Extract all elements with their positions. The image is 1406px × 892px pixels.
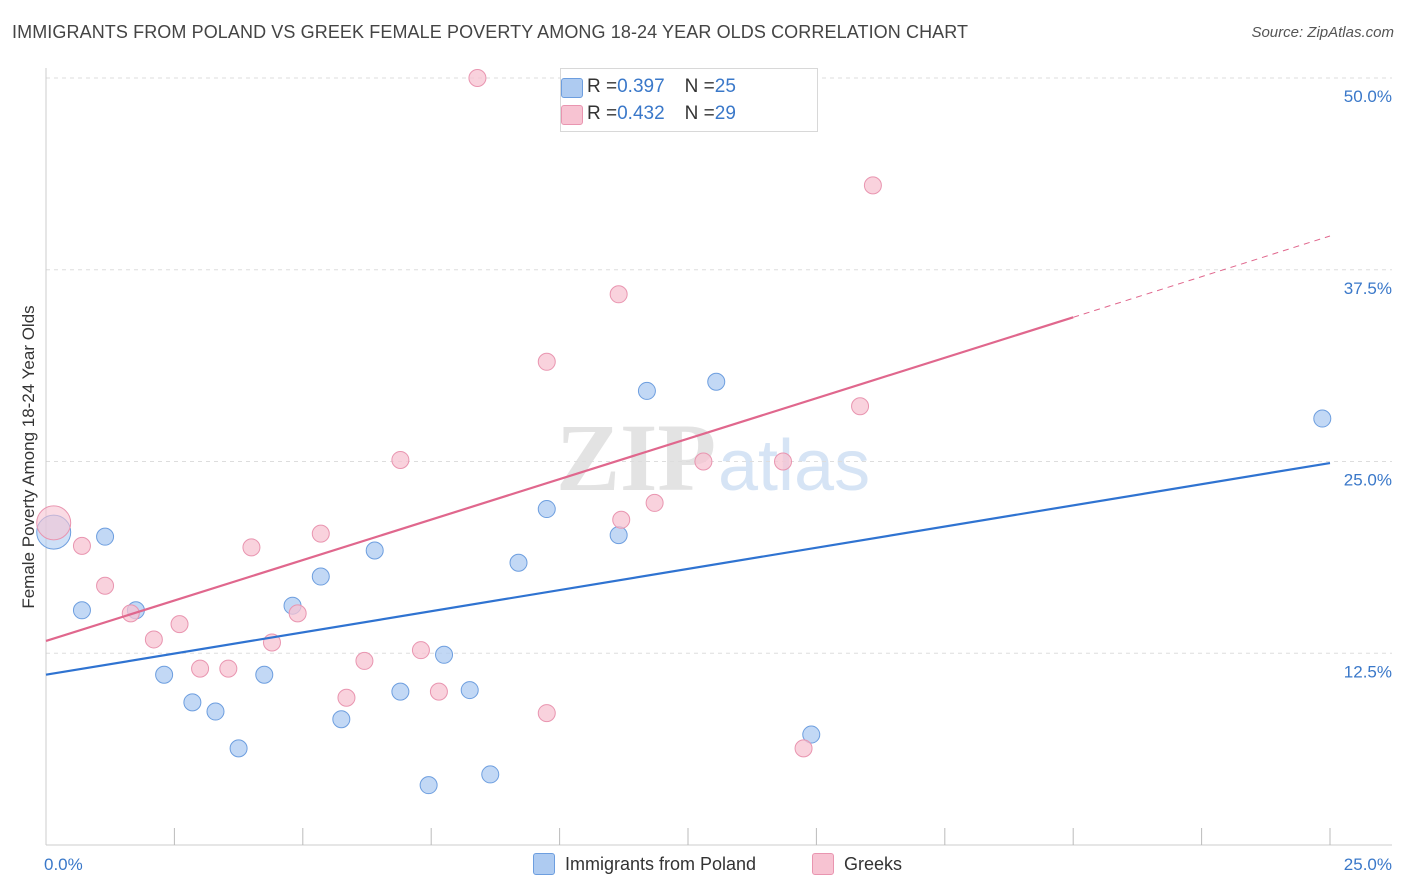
bottom-legend-poland: Immigrants from Poland bbox=[533, 852, 756, 876]
x-tick-label-max: 25.0% bbox=[1344, 855, 1392, 874]
bottom-legend-label-poland: Immigrants from Poland bbox=[565, 853, 757, 874]
watermark-atlas: atlas bbox=[718, 426, 870, 506]
legend-n-label: N = bbox=[684, 76, 715, 97]
point-poland bbox=[229, 739, 248, 758]
legend-r-label: R = bbox=[587, 103, 618, 124]
point-poland bbox=[609, 526, 628, 545]
legend-n-value: 25 bbox=[714, 76, 736, 97]
trendline-poland bbox=[45, 461, 1331, 676]
x-tick-label-min: 0.0% bbox=[44, 855, 83, 874]
legend-row-greeks: R = 0.432 N = 29 bbox=[561, 102, 736, 126]
point-greeks bbox=[851, 397, 870, 416]
bottom-legend-label-greeks: Greeks bbox=[844, 853, 903, 874]
correlation-legend: R = 0.397 N = 25 R = 0.432 N = 29 bbox=[560, 68, 818, 132]
y-axis-title: Female Poverty Among 18-24 Year Olds bbox=[19, 305, 38, 608]
point-greeks bbox=[288, 604, 307, 623]
watermark-zip: ZIP bbox=[556, 404, 716, 511]
point-greeks bbox=[609, 285, 628, 304]
legend-r-value: 0.432 bbox=[617, 103, 665, 124]
point-greeks bbox=[72, 536, 91, 555]
point-greeks bbox=[337, 688, 356, 707]
point-greeks bbox=[429, 682, 448, 701]
point-poland bbox=[481, 765, 500, 784]
point-poland bbox=[155, 665, 174, 684]
point-poland bbox=[802, 725, 821, 744]
point-poland bbox=[311, 567, 330, 586]
point-greeks bbox=[774, 452, 793, 471]
legend-n-label: N = bbox=[684, 103, 715, 124]
legend-swatch-greeks bbox=[561, 105, 583, 125]
point-greeks bbox=[355, 651, 374, 670]
point-poland bbox=[1313, 409, 1332, 428]
source-credit: Source: ZipAtlas.com bbox=[1251, 24, 1394, 41]
point-greeks bbox=[170, 615, 189, 634]
point-poland bbox=[255, 665, 274, 684]
y-tick-label: 37.5% bbox=[1344, 279, 1392, 298]
point-greeks bbox=[242, 538, 261, 557]
legend-r-label: R = bbox=[587, 76, 618, 97]
chart-title: IMMIGRANTS FROM POLAND VS GREEK FEMALE P… bbox=[12, 22, 969, 42]
point-greeks bbox=[191, 659, 210, 678]
point-poland bbox=[509, 553, 528, 572]
point-greeks bbox=[311, 524, 330, 543]
point-greeks bbox=[219, 659, 238, 678]
point-greeks bbox=[694, 452, 713, 471]
bottom-legend-greeks: Greeks bbox=[812, 852, 902, 876]
point-poland bbox=[460, 681, 479, 700]
point-poland bbox=[419, 776, 438, 795]
point-greeks bbox=[411, 641, 430, 660]
point-poland bbox=[365, 541, 384, 560]
point-poland bbox=[72, 601, 91, 620]
point-poland bbox=[537, 500, 556, 519]
point-greeks bbox=[645, 493, 664, 512]
y-tick-label: 12.5% bbox=[1344, 662, 1392, 681]
point-greeks bbox=[863, 176, 882, 195]
trendline-greeks bbox=[45, 316, 1074, 643]
point-greeks bbox=[36, 505, 72, 541]
point-poland bbox=[332, 710, 351, 729]
point-greeks bbox=[612, 510, 631, 529]
y-tick-label: 50.0% bbox=[1344, 87, 1392, 106]
legend-r-value: 0.397 bbox=[617, 76, 665, 97]
point-poland bbox=[707, 372, 726, 391]
bottom-legend-swatch-greeks bbox=[812, 853, 834, 875]
legend-swatch-poland bbox=[561, 78, 583, 98]
legend-n-value: 29 bbox=[714, 103, 736, 124]
point-poland bbox=[391, 682, 410, 701]
point-greeks bbox=[537, 352, 556, 371]
point-poland bbox=[206, 702, 225, 721]
point-greeks bbox=[468, 69, 487, 87]
point-poland bbox=[435, 645, 454, 664]
point-greeks bbox=[391, 450, 410, 469]
point-poland bbox=[96, 527, 115, 546]
legend-row-poland: R = 0.397 N = 25 bbox=[561, 75, 736, 99]
point-greeks bbox=[794, 739, 813, 758]
y-tick-label: 25.0% bbox=[1344, 471, 1392, 490]
bottom-legend-swatch-poland bbox=[533, 853, 555, 875]
point-greeks bbox=[144, 630, 163, 649]
point-poland bbox=[183, 693, 202, 712]
trendline-extension-greeks bbox=[1073, 235, 1331, 318]
point-poland bbox=[637, 381, 656, 400]
point-greeks bbox=[537, 704, 556, 723]
point-greeks bbox=[96, 576, 115, 595]
